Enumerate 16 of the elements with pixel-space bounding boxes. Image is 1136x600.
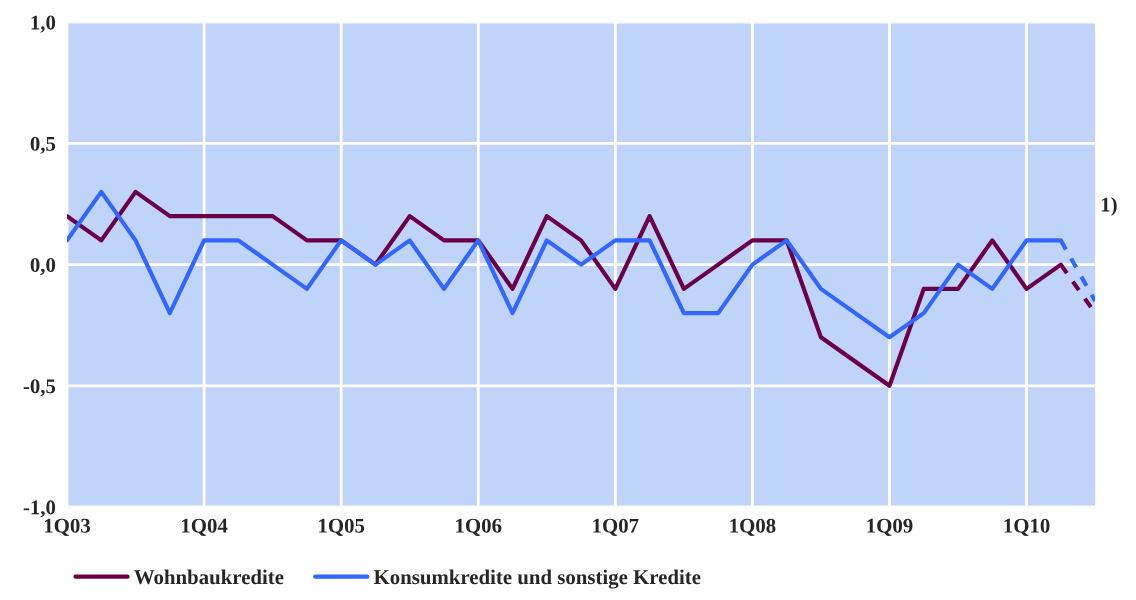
x-tick-label: 1Q09 (867, 518, 913, 536)
x-tick-label: 1Q07 (593, 518, 639, 536)
text: 1) (1101, 196, 1117, 216)
x-tick-label: 1Q03 (44, 518, 91, 536)
y-tick-label: 1,0 (31, 15, 56, 33)
x-tick-label: 1Q10 (1004, 518, 1050, 536)
y-tick-label: 0,0 (30, 257, 56, 276)
legend-label: Wohnbaukredite (134, 569, 284, 585)
y-tick-label: -0,5 (23, 379, 56, 397)
x-tick-label: 1Q05 (319, 518, 365, 536)
legend-label: Konsumkredite und sonstige Kredite (373, 569, 701, 589)
y-tick-label: 0,5 (30, 136, 56, 154)
y-tick-label: -1,0 (23, 500, 56, 518)
x-tick-label: 1Q04 (182, 518, 228, 536)
x-tick-label: 1Q06 (456, 518, 502, 536)
x-tick-label: 1Q08 (730, 518, 776, 536)
